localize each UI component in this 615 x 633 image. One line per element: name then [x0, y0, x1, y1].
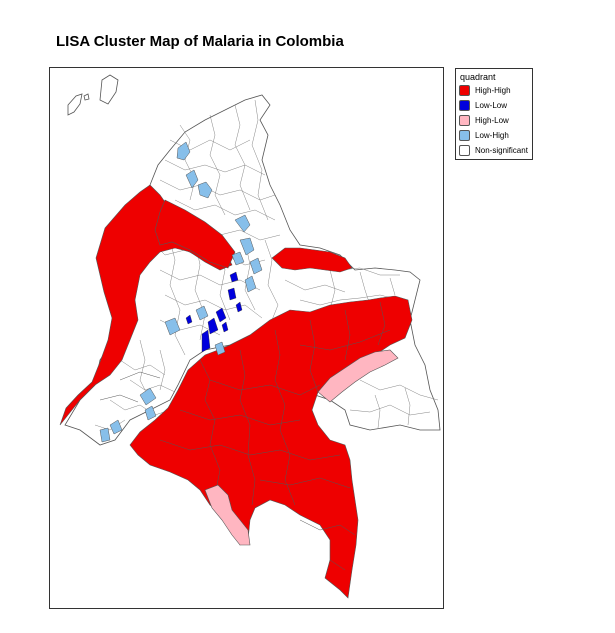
region-high-low-east: [317, 349, 399, 403]
legend-label-high-high: High-High: [475, 86, 511, 95]
legend-swatch-high-high: [459, 85, 470, 96]
low-low-regions: [185, 271, 243, 353]
legend-swatch-non-significant: [459, 145, 470, 156]
legend-label-low-high: Low-High: [475, 131, 509, 140]
legend-swatch-high-low: [459, 115, 470, 126]
red-region-boundaries: [99, 301, 391, 571]
map-legend: quadrant High-High Low-Low High-Low Low-…: [455, 68, 533, 160]
municipal-boundaries: [94, 99, 439, 431]
legend-title: quadrant: [460, 72, 496, 82]
low-high-regions: [99, 141, 263, 443]
map-title: LISA Cluster Map of Malaria in Colombia: [56, 33, 344, 50]
legend-item-low-high: Low-High: [459, 130, 533, 143]
region-high-low-south: [204, 484, 251, 546]
region-high-high-antioquia: [154, 199, 236, 269]
legend-item-low-low: Low-Low: [459, 100, 533, 113]
legend-item-high-low: High-Low: [459, 115, 533, 128]
legend-label-low-low: Low-Low: [475, 101, 508, 110]
legend-swatch-low-high: [459, 130, 470, 141]
region-island-1: [67, 93, 83, 116]
legend-swatch-low-low: [459, 100, 470, 111]
legend-label-high-low: High-Low: [475, 116, 509, 125]
region-island-3: [83, 93, 90, 101]
region-high-high-north-east: [271, 247, 353, 273]
region-island-2: [99, 74, 119, 105]
legend-label-non-significant: Non-significant: [475, 146, 528, 155]
legend-item-non-significant: Non-significant: [459, 145, 533, 158]
legend-item-high-high: High-High: [459, 85, 533, 98]
